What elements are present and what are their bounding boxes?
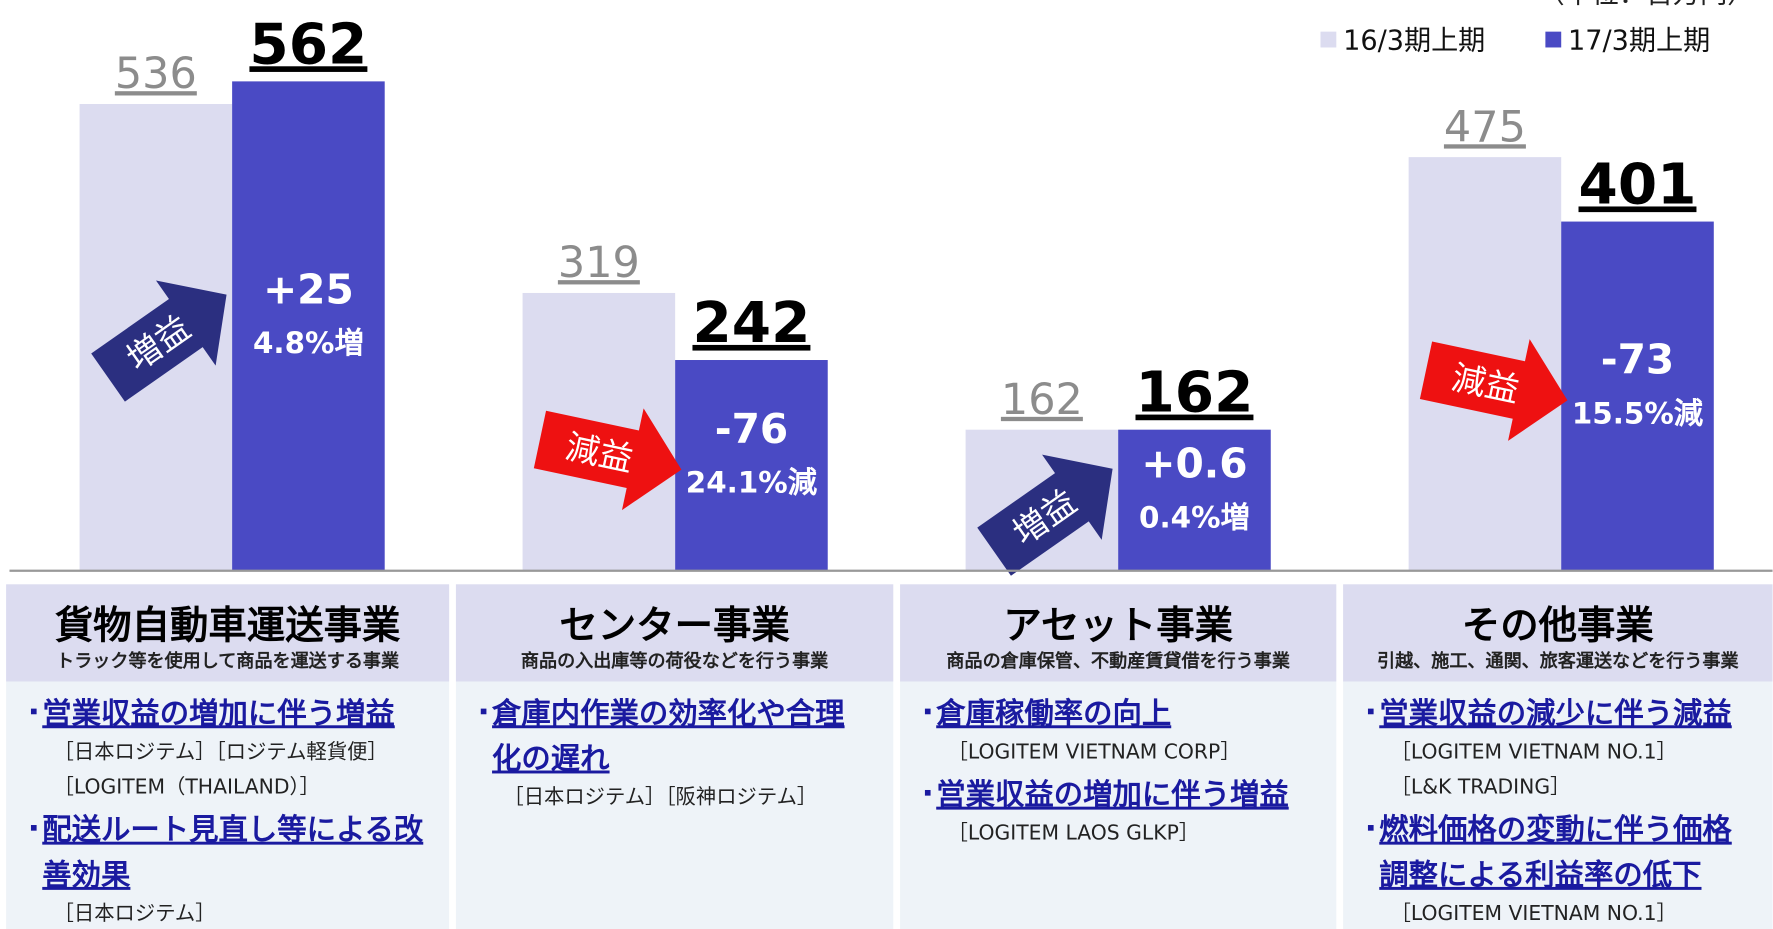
change-label: 15.5%減: [1572, 396, 1704, 430]
arrow-shape: [977, 454, 1113, 576]
legend-label: 17/3期上期: [1568, 26, 1710, 57]
legend-label: 16/3期上期: [1343, 26, 1485, 57]
badge-arrow: 減益: [1419, 339, 1568, 441]
panel-header: [900, 584, 1337, 682]
arrow-shape: [91, 280, 227, 402]
value-label: 401: [1579, 152, 1697, 217]
item-text: 燃料価格の変動に伴う価格: [1379, 813, 1732, 847]
badge-arrow: 減益: [533, 408, 682, 511]
bar: [675, 360, 828, 571]
item-note: ［LOGITEM VIETNAM CORP］: [948, 739, 1241, 763]
bullet: [924, 789, 931, 796]
diff-label: -73: [1601, 336, 1674, 384]
value-label: 536: [115, 49, 197, 99]
item-note: ［L&K TRADING］: [1391, 774, 1571, 798]
item-text: 営業収益の減少に伴う減益: [1379, 696, 1732, 730]
item-text: 営業収益の増加に伴う増益: [936, 778, 1289, 812]
panel-title: その他事業: [1462, 604, 1655, 649]
item-note: ［日本ロジテム］［ロジテム軽貨便］: [54, 739, 388, 763]
value-label: 162: [1001, 375, 1083, 425]
legend-swatch: [1545, 31, 1562, 48]
bar: [1118, 429, 1271, 571]
item-text: 営業収益の増加に伴う増益: [42, 696, 395, 730]
panel-subtitle: 商品の入出庫等の荷役などを行う事業: [521, 650, 829, 672]
panel-body: [6, 681, 450, 929]
change-label: 0.4%増: [1139, 500, 1250, 534]
panel-header: [455, 584, 894, 682]
item-text: 倉庫稼働率の向上: [935, 696, 1171, 730]
panel-subtitle: 引越、施工、通関、旅客運送などを行う事業: [1377, 650, 1739, 672]
bullet: [1367, 825, 1374, 831]
bullet: [30, 825, 37, 831]
item-note: ［LOGITEM VIETNAM NO.1］: [1391, 901, 1677, 925]
diff-label: +25: [263, 265, 354, 313]
item-note: ［日本ロジテム］: [54, 901, 216, 925]
item-text: 化の遅れ: [492, 742, 610, 776]
unit-label: （単位：百万円）: [1537, 0, 1754, 9]
bar: [1561, 221, 1714, 571]
bar: [232, 81, 385, 571]
arrow-shape: [533, 408, 682, 511]
diff-label: -76: [715, 405, 788, 453]
panel-body: [455, 681, 894, 929]
value-label: 242: [692, 291, 810, 356]
item-text: 配送ルート見直し等による改: [42, 813, 424, 847]
item-note: ［LOGITEM VIETNAM NO.1］: [1391, 739, 1677, 763]
panel-title: センター事業: [559, 604, 790, 649]
panel-body: [900, 681, 1337, 929]
item-text: 倉庫内作業の効率化や合理: [491, 696, 845, 730]
item-note: ［LOGITEM（THAILAND）］: [54, 774, 320, 798]
panel-header: [1343, 584, 1773, 682]
arrow-shape: [1419, 339, 1568, 441]
value-label: 319: [558, 238, 640, 288]
panel-title: アセット事業: [1003, 604, 1233, 649]
value-label: 475: [1444, 102, 1526, 152]
item-text: 調整による利益率の低下: [1379, 858, 1701, 892]
panel-subtitle: 商品の倉庫保管、不動産賃貸借を行う事業: [946, 650, 1290, 672]
value-label: 562: [249, 12, 367, 77]
panel-subtitle: トラック等を使用して商品を運送する事業: [56, 650, 400, 672]
panel-body: [1343, 681, 1773, 929]
change-label: 24.1%減: [686, 465, 818, 499]
item-text: 善効果: [42, 858, 131, 892]
legend-swatch: [1320, 31, 1337, 48]
diff-label: +0.6: [1141, 440, 1247, 488]
bullet: [1367, 708, 1374, 715]
change-label: 4.8%増: [253, 326, 364, 360]
item-note: ［LOGITEM LAOS GLKP］: [948, 821, 1200, 845]
item-note: ［日本ロジテム］［阪神ロジテム］: [503, 785, 817, 809]
panel-header: [6, 584, 450, 682]
bullet: [30, 708, 37, 715]
panel-title: 貨物自動車運送事業: [55, 604, 401, 649]
bullet: [924, 708, 931, 715]
bullet: [480, 708, 487, 715]
value-label: 162: [1135, 361, 1253, 426]
